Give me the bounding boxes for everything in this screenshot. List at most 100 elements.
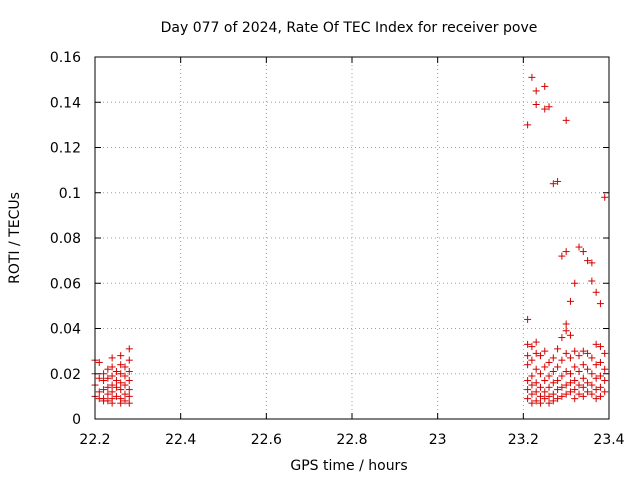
- data-point: [536, 383, 544, 391]
- x-tick-label: 22.4: [165, 432, 196, 448]
- data-point: [524, 352, 532, 360]
- data-point: [562, 248, 570, 256]
- data-point: [566, 354, 574, 362]
- y-tick-label: 0.04: [50, 322, 81, 338]
- data-point: [125, 356, 133, 364]
- data-point: [558, 372, 566, 380]
- data-point: [575, 381, 583, 389]
- data-point: [575, 243, 583, 251]
- data-point: [524, 377, 532, 385]
- data-point: [596, 392, 604, 400]
- data-point: [528, 390, 536, 398]
- data-point: [566, 388, 574, 396]
- data-point: [588, 390, 596, 398]
- data-point: [592, 395, 600, 403]
- data-point: [108, 388, 116, 396]
- data-point: [121, 363, 129, 371]
- data-point: [117, 379, 125, 387]
- data-point: [524, 361, 532, 369]
- data-point: [524, 315, 532, 323]
- y-axis-label: ROTI / TECUs: [7, 192, 23, 284]
- data-point: [125, 367, 133, 375]
- y-tick-label: 0.1: [59, 186, 81, 202]
- data-point: [562, 349, 570, 357]
- data-point: [532, 87, 540, 95]
- data-point: [108, 372, 116, 380]
- y-tick-label: 0.08: [50, 231, 81, 247]
- data-point: [601, 388, 609, 396]
- data-point: [584, 349, 592, 357]
- data-point: [125, 399, 133, 407]
- data-point: [528, 372, 536, 380]
- x-tick-label: 22.8: [336, 432, 367, 448]
- data-point: [545, 372, 553, 380]
- data-point: [524, 395, 532, 403]
- data-point: [95, 358, 103, 366]
- data-point: [125, 392, 133, 400]
- data-point: [117, 370, 125, 378]
- data-point: [566, 297, 574, 305]
- data-point: [541, 105, 549, 113]
- data-point: [549, 367, 557, 375]
- data-point: [95, 374, 103, 382]
- data-point: [575, 352, 583, 360]
- y-tick-label: 0.16: [50, 50, 81, 66]
- data-point: [584, 379, 592, 387]
- data-point: [566, 370, 574, 378]
- data-point: [121, 390, 129, 398]
- data-point: [112, 377, 120, 385]
- data-point: [592, 386, 600, 394]
- data-point: [592, 361, 600, 369]
- data-point: [588, 277, 596, 285]
- data-point: [545, 392, 553, 400]
- data-point: [108, 354, 116, 362]
- data-point: [104, 365, 112, 373]
- data-point: [104, 374, 112, 382]
- data-point: [528, 73, 536, 81]
- data-point: [121, 372, 129, 380]
- data-point: [532, 101, 540, 109]
- data-point: [554, 345, 562, 353]
- data-point: [545, 103, 553, 111]
- data-point: [541, 82, 549, 90]
- data-point: [549, 354, 557, 362]
- data-point: [554, 377, 562, 385]
- data-point: [592, 374, 600, 382]
- data-point: [125, 377, 133, 385]
- data-point: [524, 121, 532, 129]
- data-point: [601, 193, 609, 201]
- data-point: [524, 386, 532, 394]
- data-point: [117, 352, 125, 360]
- data-point: [108, 381, 116, 389]
- data-point: [562, 367, 570, 375]
- data-point: [562, 390, 570, 398]
- data-point: [596, 372, 604, 380]
- x-axis-label: GPS time / hours: [290, 458, 407, 474]
- data-point: [575, 367, 583, 375]
- data-point: [541, 388, 549, 396]
- data-point: [562, 327, 570, 335]
- data-point: [125, 345, 133, 353]
- data-point: [562, 320, 570, 328]
- data-point: [541, 395, 549, 403]
- data-point: [558, 252, 566, 260]
- data-point: [536, 352, 544, 360]
- data-point: [588, 381, 596, 389]
- data-point: [588, 259, 596, 267]
- data-point: [588, 370, 596, 378]
- data-point: [579, 383, 587, 391]
- data-point: [549, 397, 557, 405]
- data-point: [596, 300, 604, 308]
- data-point: [112, 383, 120, 391]
- data-point: [579, 248, 587, 256]
- y-tick-label: 0.12: [50, 141, 81, 157]
- data-point: [117, 399, 125, 407]
- data-point: [528, 381, 536, 389]
- y-tick-label: 0.06: [50, 276, 81, 292]
- data-point: [579, 392, 587, 400]
- data-point: [104, 390, 112, 398]
- x-tick-labels: 22.2 22.4 22.6 22.8 23 23.2 23.4: [79, 432, 624, 448]
- data-point: [108, 399, 116, 407]
- plot-frame: [94, 56, 610, 420]
